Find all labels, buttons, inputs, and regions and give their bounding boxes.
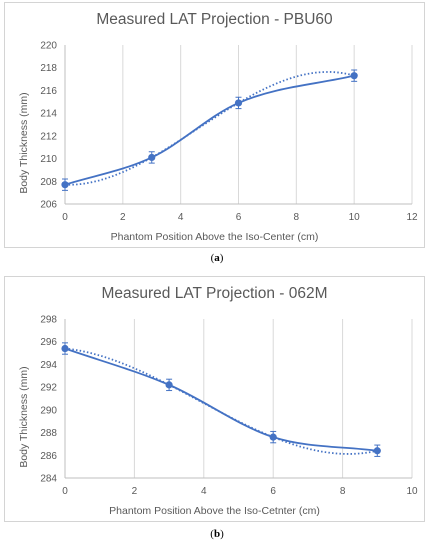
chart-plot-area: 0 2 4 6 8 10 284 286 288 290 292 294 296 298	[40, 315, 418, 498]
x-tick-label: 10	[349, 212, 361, 223]
data-point	[350, 72, 358, 80]
y-tick-label: 284	[40, 474, 57, 485]
x-axis-label: Phantom Position Above the Iso-Center (c…	[110, 231, 319, 243]
y-axis-label: Body Thickness (mm)	[18, 92, 30, 194]
x-tick-label: 12	[406, 212, 418, 223]
chart-plot-area: 0 2 4 6 8 10 12 206 208 210 212 214 216 218 220	[40, 41, 418, 224]
y-tick-label: 210	[40, 154, 57, 165]
data-point	[61, 181, 69, 189]
x-tick-label: 8	[294, 212, 300, 223]
data-point	[269, 433, 277, 441]
y-tick-label: 218	[40, 63, 57, 74]
y-tick-label: 212	[40, 131, 57, 142]
y-tick-label: 206	[40, 200, 57, 211]
x-tick-label: 6	[270, 486, 276, 497]
series-line	[64, 74, 355, 186]
y-tick-label: 296	[40, 337, 57, 348]
x-axis-label: Phantom Position Above the Iso-Cetnter (…	[109, 505, 320, 517]
y-tick-label: 294	[40, 360, 57, 371]
x-tick-label: 0	[62, 212, 68, 223]
data-point	[373, 447, 381, 455]
y-tick-label: 292	[40, 383, 57, 394]
y-tick-label: 288	[40, 428, 57, 439]
y-tick-label: 298	[40, 315, 57, 326]
trendline	[64, 347, 378, 455]
x-tick-label: 10	[406, 486, 418, 497]
y-tick-label: 286	[40, 451, 57, 462]
x-tick-label: 4	[178, 212, 184, 223]
y-axis-label: Body Thickness (mm)	[18, 366, 30, 468]
y-tick-label: 214	[40, 109, 57, 120]
y-tick-label: 290	[40, 405, 57, 416]
data-point	[234, 99, 243, 107]
x-tick-label: 2	[132, 486, 138, 497]
trendline	[64, 71, 355, 186]
y-tick-label: 216	[40, 86, 57, 97]
x-tick-label: 8	[340, 486, 346, 497]
data-point	[148, 153, 156, 162]
x-tick-label: 2	[120, 212, 126, 223]
data-point	[61, 344, 69, 353]
y-tick-label: 208	[40, 177, 57, 188]
y-tick-label: 220	[40, 41, 57, 52]
data-point	[165, 381, 173, 389]
chart-panel-b: Measured LAT Projection - 062M 0 2 4 6 8 10 28…	[4, 276, 425, 522]
figure-caption-b: (b)	[210, 528, 224, 540]
x-tick-label: 0	[62, 486, 68, 497]
x-tick-label: 4	[201, 486, 207, 497]
chart-title: Measured LAT Projection - PBU60	[96, 11, 333, 28]
series-line	[64, 347, 378, 452]
chart-title: Measured LAT Projection - 062M	[101, 285, 328, 302]
x-tick-label: 6	[236, 212, 242, 223]
chart-panel-a: Measured LAT Projection - PBU60 0 2 4 6 8 10 1…	[4, 2, 425, 248]
figure-caption-a: (a)	[210, 252, 224, 264]
